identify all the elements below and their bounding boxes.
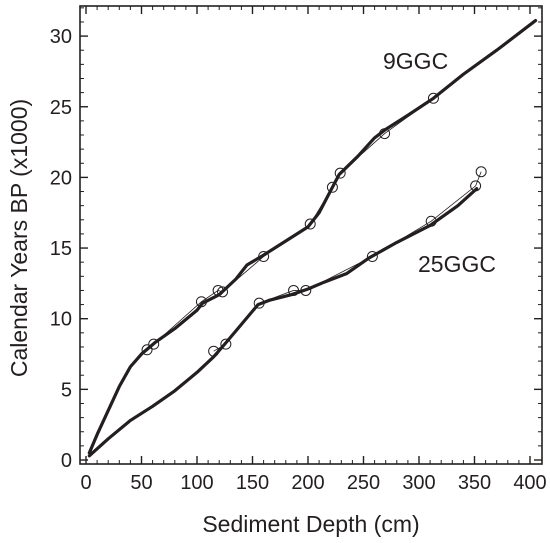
x-tick-label: 300 [402, 472, 435, 494]
x-tick-label: 0 [80, 472, 91, 494]
series-9ggc-date-point [334, 167, 346, 179]
series-25ggc-date-point [366, 251, 378, 263]
series-25ggc-date-point [288, 284, 300, 296]
series-layer [87, 18, 538, 458]
y-tick-label: 25 [50, 97, 72, 119]
series-25ggc-date-point [253, 297, 265, 309]
y-tick-label: 5 [61, 379, 72, 401]
series-9ggc-date-point [148, 338, 160, 350]
series-9ggc-date-point [427, 92, 439, 104]
series-label-25ggc: 25GGC [418, 251, 496, 277]
y-tick-label: 30 [50, 26, 72, 48]
series-9ggc-date-point [195, 296, 207, 308]
series-9ggc-date-point [217, 286, 229, 298]
series-9ggc-date-point [212, 284, 224, 296]
series-9ggc-date-point [326, 181, 338, 193]
y-axis-title: Calendar Years BP (x1000) [6, 99, 32, 377]
series-25ggc-date-point [220, 338, 232, 350]
y-tick-label: 10 [50, 309, 72, 331]
x-tick-label: 100 [180, 472, 213, 494]
x-tick-label: 50 [130, 472, 152, 494]
y-tick-label: 15 [50, 238, 72, 260]
x-tick-label: 200 [291, 472, 324, 494]
plot-frame [79, 5, 543, 465]
x-tick-label: 250 [347, 472, 380, 494]
series-25ggc-date-point [475, 166, 487, 178]
y-tick-label: 20 [50, 167, 72, 189]
series-25ggc-age-model [87, 187, 479, 458]
series-9ggc-date-point [304, 218, 316, 230]
series-9ggc-date-point [258, 251, 270, 263]
series-9ggc-date-point [141, 344, 153, 356]
series-9ggc-age-model [87, 18, 538, 455]
series-9ggc-date-point [379, 128, 391, 140]
x-axis-title: Sediment Depth (cm) [202, 511, 419, 537]
series-25ggc-date-point [425, 215, 437, 227]
series-9ggc-date-connector [146, 97, 434, 351]
x-tick-label: 150 [236, 472, 269, 494]
series-25ggc-date-point [300, 284, 312, 296]
series-label-9ggc: 9GGC [383, 48, 448, 74]
x-tick-label: 350 [458, 472, 491, 494]
x-tick-label: 400 [513, 472, 546, 494]
series-25ggc-date-point [208, 345, 220, 357]
y-tick-label: 0 [61, 450, 72, 472]
axis-ticks: 0 50 100 150 200 250 300 350 400 0 5 10 15 20 25 30 [50, 6, 547, 494]
series-25ggc-date-point [470, 180, 482, 192]
